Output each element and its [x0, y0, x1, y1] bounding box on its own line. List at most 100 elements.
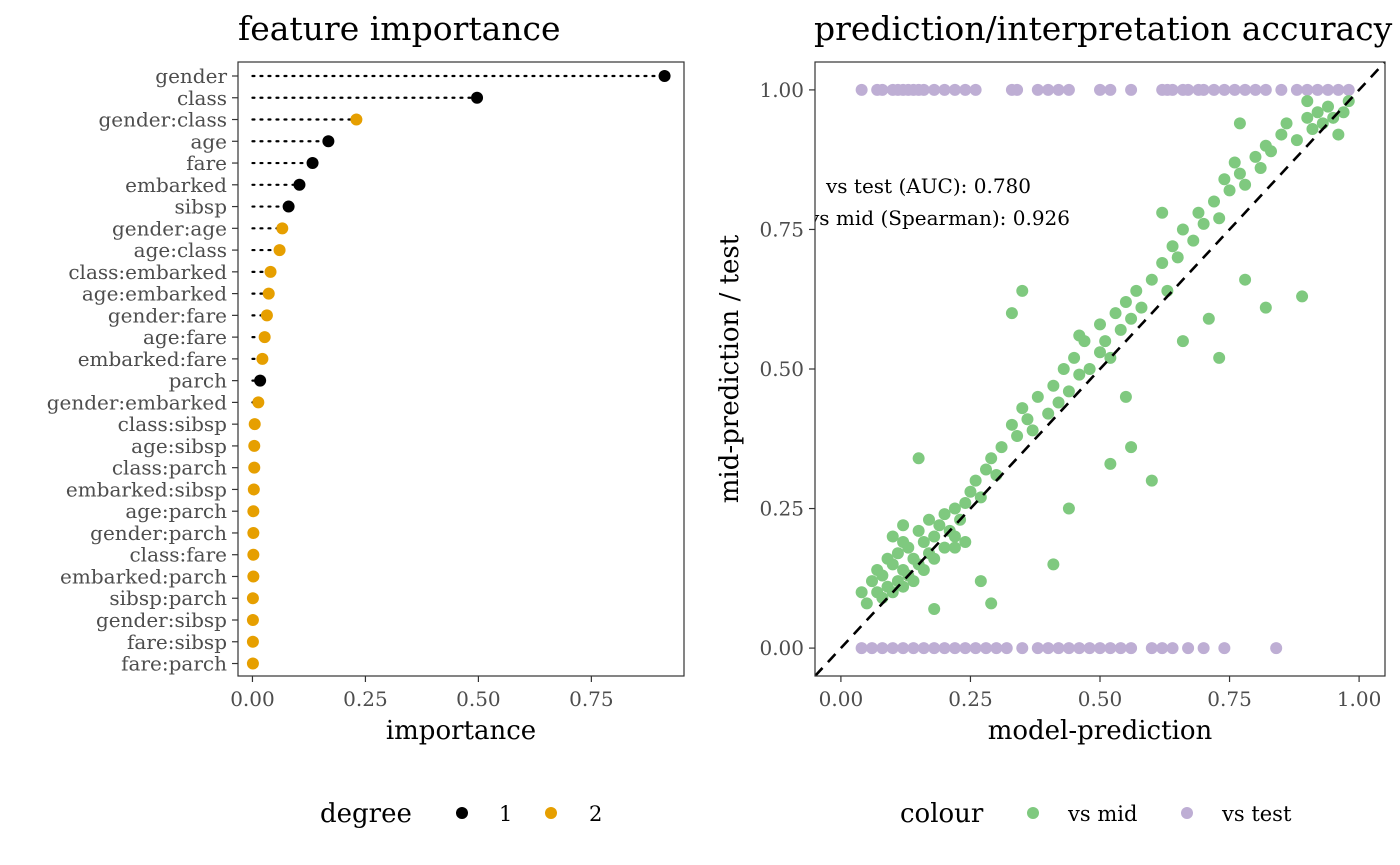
vs-mid-point	[948, 502, 961, 515]
vs-test-point	[928, 83, 941, 96]
vs-test-point	[938, 642, 951, 655]
vs-test-point	[948, 83, 961, 96]
y-tick-label-fare: fare	[186, 151, 227, 175]
y-tick-label-sibsp: sibsp	[174, 195, 227, 219]
y-tick-label-gender-embarked: gender:embarked	[47, 390, 228, 414]
y-tick-label-2: 0.50	[759, 357, 804, 381]
vs-mid-point	[1166, 240, 1179, 253]
vs-mid-point	[1057, 363, 1070, 375]
point-age-fare	[258, 331, 271, 344]
vs-test-point	[876, 642, 889, 655]
vs-mid-point	[917, 563, 930, 576]
point-age-parch	[247, 505, 260, 518]
y-tick-label-fare-sibsp: fare:sibsp	[127, 630, 227, 654]
vs-test-point	[1342, 83, 1355, 96]
y-tick-label-fare-parch: fare:parch	[121, 652, 227, 676]
vs-test-point	[1166, 83, 1179, 96]
vs-test-point	[1104, 83, 1117, 96]
vs-mid-point	[1202, 312, 1215, 325]
vs-mid-point	[1254, 162, 1267, 175]
vs-test-point	[897, 642, 910, 655]
vs-mid-point	[1156, 256, 1169, 269]
y-tick-label-1: 0.25	[759, 497, 804, 521]
vs-test-point	[1094, 642, 1106, 655]
point-class-embarked	[264, 265, 277, 278]
vs-mid-point	[912, 452, 925, 465]
y-tick-label-gender-parch: gender:parch	[90, 521, 227, 545]
vs-mid-point	[1119, 296, 1132, 309]
vs-test-point	[1218, 83, 1231, 96]
vs-mid-point	[1114, 323, 1127, 336]
x-tick-label-1: 0.25	[343, 687, 388, 711]
vs-mid-point	[1062, 385, 1075, 398]
y-tick-label-age-embarked: age:embarked	[82, 282, 227, 306]
vs-mid-point	[985, 452, 998, 465]
point-gender	[658, 70, 671, 82]
vs-mid-point	[928, 530, 941, 543]
y-tick-label-embarked-fare: embarked:fare	[78, 347, 227, 371]
spearman-annotation: vs mid (Spearman): 0.926	[807, 206, 1070, 230]
vs-mid-point	[1280, 117, 1293, 130]
accuracy-title: prediction/interpretation accuracy	[814, 9, 1393, 48]
vs-test-point	[1332, 83, 1345, 96]
vs-test-point	[917, 642, 930, 655]
y-tick-label-embarked-parch: embarked:parch	[60, 564, 227, 588]
point-gender-embarked	[252, 396, 265, 409]
vs-mid-point	[1125, 441, 1138, 454]
feature-importance-plot-area	[237, 61, 685, 677]
vs-test-point	[969, 642, 982, 655]
y-tick-label-parch: parch	[169, 369, 227, 393]
y-tick-label-class: class	[177, 86, 227, 110]
vs-mid-point	[1083, 363, 1096, 375]
vs-mid-point	[1104, 457, 1117, 470]
y-tick-label-embarked-sibsp: embarked:sibsp	[66, 477, 227, 501]
vs-mid-point	[1073, 329, 1086, 342]
vs-test-point	[1197, 642, 1210, 655]
vs-mid-point	[1005, 418, 1018, 431]
vs-mid-point	[902, 541, 915, 554]
vs-mid-point	[1042, 407, 1055, 420]
vs-test-point	[1000, 642, 1013, 655]
vs-mid-point	[1135, 301, 1148, 314]
y-tick-label-gender: gender	[155, 64, 227, 88]
vs-mid-point	[1218, 173, 1231, 186]
vs-test-point	[1062, 83, 1075, 96]
vs-mid-point	[1306, 122, 1319, 135]
vs-mid-point	[928, 603, 941, 616]
vs-mid-point	[876, 569, 889, 582]
accuracy-y-ticks: 0.00 0.25 0.50 0.75 1.00	[759, 78, 815, 660]
vs-mid-point	[1011, 429, 1024, 442]
vs-test-point	[1182, 642, 1195, 655]
point-fare	[306, 157, 319, 170]
vs-mid-point	[1176, 223, 1189, 236]
vs-mid-point	[860, 597, 873, 610]
vs-test-point	[1083, 642, 1096, 655]
point-class-sibsp	[248, 418, 261, 431]
vs-mid-point	[928, 552, 941, 565]
vs-test-point	[1114, 642, 1127, 655]
vs-test-point	[1042, 642, 1055, 655]
vs-test-point	[1290, 83, 1303, 96]
vs-mid-point	[1094, 318, 1106, 331]
vs-mid-points	[855, 95, 1355, 616]
vs-test-point	[1016, 642, 1029, 655]
vs-mid-point	[855, 586, 868, 599]
vs-mid-point	[948, 541, 961, 554]
y-tick-label-age-sibsp: age:sibsp	[131, 434, 227, 458]
vs-mid-point	[995, 441, 1008, 454]
vs-test-point	[907, 642, 920, 655]
y-tick-label-class-embarked: class:embarked	[68, 260, 227, 284]
vs-test-point	[866, 642, 878, 655]
vs-mid-point	[969, 474, 982, 487]
vs-test-point	[1052, 642, 1065, 655]
vs-mid-point	[959, 536, 972, 549]
x-tick-label-4: 1.00	[1337, 687, 1382, 711]
vs-mid-point	[985, 597, 998, 610]
point-parch	[254, 374, 267, 387]
vs-test-point	[1031, 642, 1044, 655]
vs-test-point	[990, 642, 1003, 655]
identity-reference-line	[815, 62, 1385, 676]
vs-mid-point	[1031, 390, 1044, 403]
vs-mid-point	[1337, 106, 1350, 119]
y-tick-label-gender-age: gender:age	[112, 216, 227, 240]
